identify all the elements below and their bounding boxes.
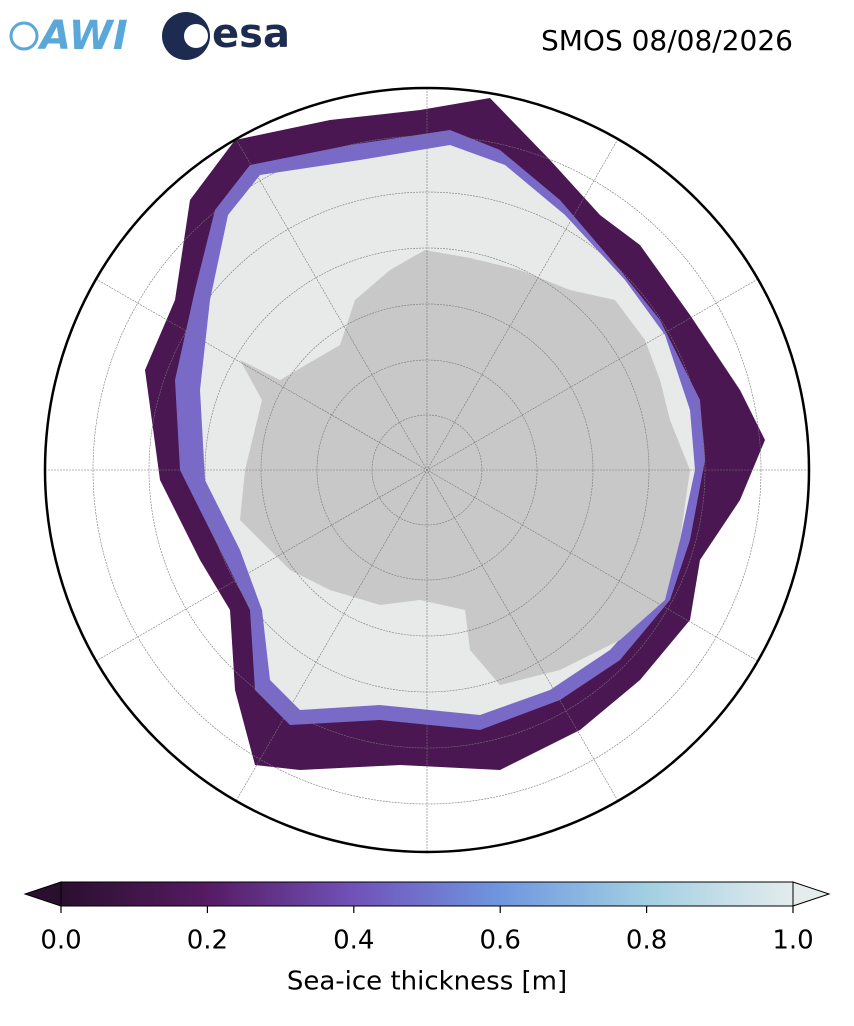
colorbar-tick-label: 1.0: [772, 926, 813, 956]
colorbar-tick-label: 0.4: [333, 926, 374, 956]
map: [45, 88, 809, 852]
colorbar-tick-label: 0.8: [626, 926, 667, 956]
awi-logo-text: AWI: [37, 13, 128, 59]
colorbar-label: Sea-ice thickness [m]: [287, 967, 567, 997]
colorbar: [23, 881, 831, 907]
title: SMOS 08/08/2026: [541, 24, 793, 57]
map-boundary: [43, 86, 811, 854]
esa-logo-text: esa: [212, 11, 290, 57]
colorbar-tick-label: 0.6: [480, 926, 521, 956]
antarctica: [240, 250, 690, 685]
esa-logo: esa: [162, 11, 290, 60]
awi-logo: AWI: [9, 13, 128, 59]
colorbar-tick-label: 0.2: [187, 926, 228, 956]
colorbar-tick-label: 0.0: [40, 926, 81, 956]
